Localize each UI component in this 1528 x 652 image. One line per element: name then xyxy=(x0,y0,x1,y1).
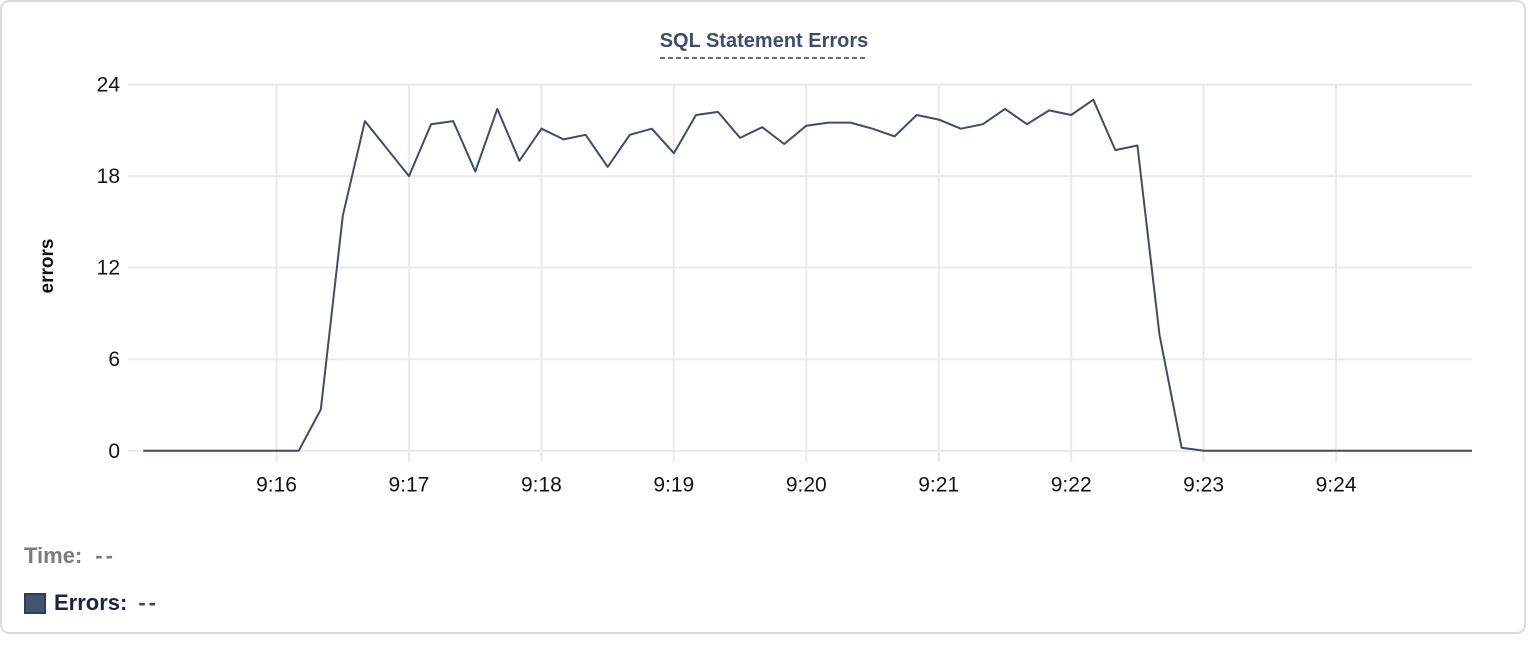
svg-text:24: 24 xyxy=(97,74,121,97)
svg-text:18: 18 xyxy=(97,165,120,188)
svg-text:6: 6 xyxy=(108,348,120,371)
svg-text:0: 0 xyxy=(108,440,120,463)
svg-text:9:17: 9:17 xyxy=(388,474,429,497)
svg-text:9:22: 9:22 xyxy=(1051,474,1092,497)
svg-text:9:16: 9:16 xyxy=(256,474,297,497)
svg-text:9:24: 9:24 xyxy=(1316,474,1357,497)
svg-text:12: 12 xyxy=(97,257,120,280)
svg-text:errors: errors xyxy=(37,239,58,294)
svg-text:9:19: 9:19 xyxy=(653,474,694,497)
svg-text:9:21: 9:21 xyxy=(918,474,959,497)
svg-text:9:18: 9:18 xyxy=(521,474,562,497)
svg-text:9:20: 9:20 xyxy=(786,474,827,497)
svg-text:9:23: 9:23 xyxy=(1183,474,1224,497)
